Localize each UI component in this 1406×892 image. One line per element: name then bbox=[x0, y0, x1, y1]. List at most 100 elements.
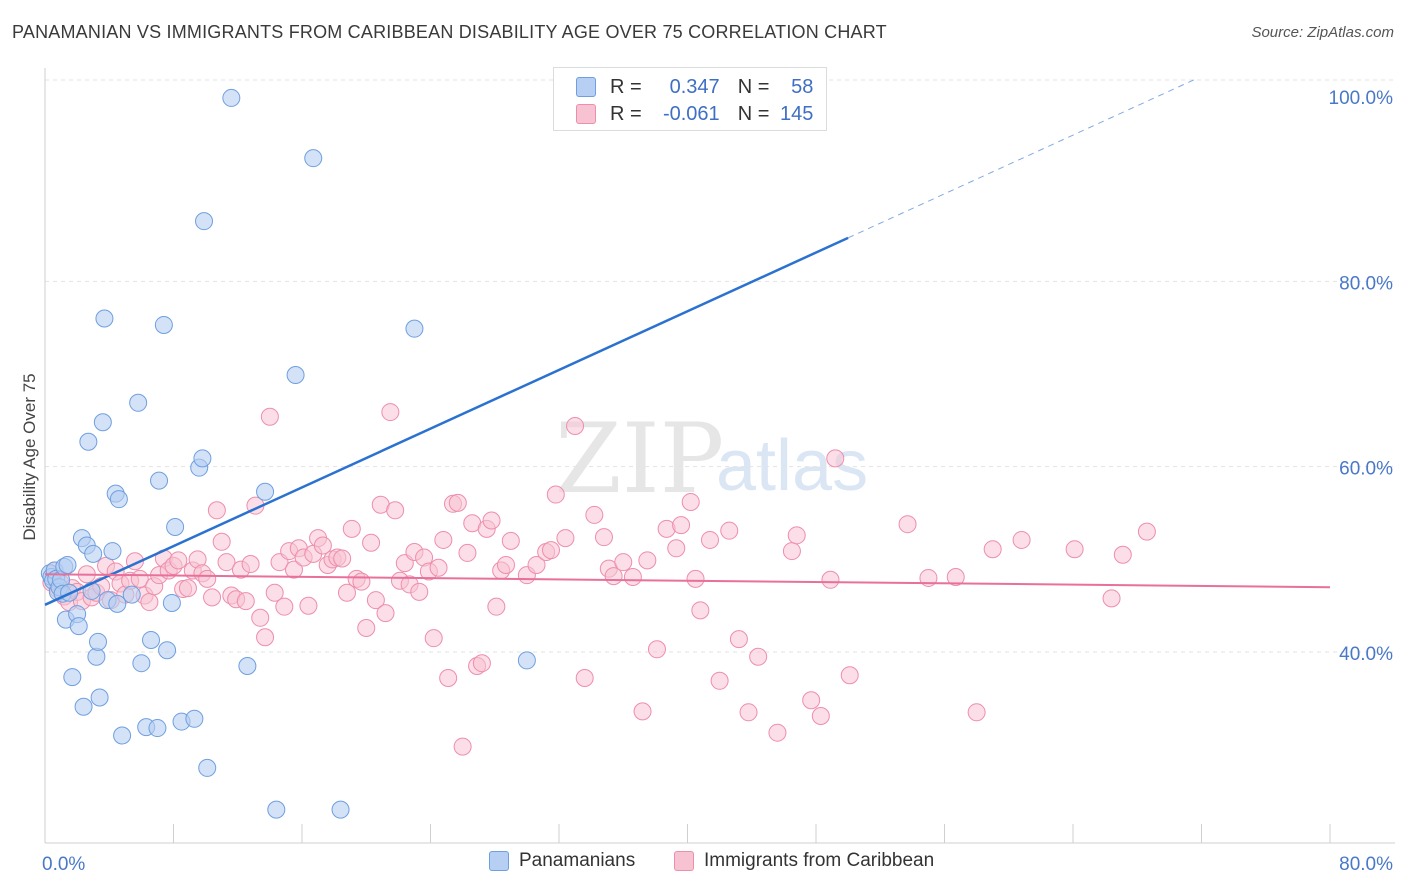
caribbean-point bbox=[260, 407, 279, 426]
panamanian-trend-line bbox=[44, 236, 849, 606]
caribbean-point bbox=[352, 572, 371, 591]
x-tick-labels: 0.0% 80.0% bbox=[42, 854, 1393, 875]
caribbean-point bbox=[207, 501, 226, 520]
y-tick-labels: 40.0% 60.0% 80.0% 100.0% bbox=[1329, 88, 1394, 665]
caribbean-point bbox=[376, 604, 395, 623]
caribbean-point bbox=[362, 533, 381, 552]
caribbean-point bbox=[710, 671, 729, 690]
panamanian-trend-extension bbox=[847, 78, 1198, 239]
caribbean-point bbox=[1113, 545, 1132, 564]
panamanian-point bbox=[69, 617, 88, 636]
caribbean-point bbox=[811, 707, 830, 726]
panamanian-point bbox=[158, 641, 177, 660]
panamanian-point bbox=[132, 654, 151, 673]
panamanian-point bbox=[304, 149, 323, 168]
caribbean-point bbox=[496, 555, 515, 574]
pink-swatch-icon bbox=[576, 104, 596, 124]
panamanian-point bbox=[331, 800, 350, 819]
x-tick-label-min: 0.0% bbox=[42, 854, 85, 875]
caribbean-point bbox=[198, 569, 217, 588]
panamanian-point bbox=[148, 719, 167, 738]
caribbean-point bbox=[768, 723, 787, 742]
legend-r-label: R = bbox=[610, 102, 642, 125]
caribbean-point bbox=[672, 516, 691, 535]
caribbean-point bbox=[623, 568, 642, 587]
panamanian-point bbox=[129, 393, 148, 412]
caribbean-point bbox=[749, 647, 768, 666]
panamanian-point bbox=[405, 319, 424, 338]
caribbean-point bbox=[1012, 530, 1031, 549]
caribbean-point bbox=[1102, 589, 1121, 608]
correlation-legend: R = 0.347 N = 58 R = -0.061 N = 145 bbox=[553, 67, 827, 131]
caribbean-point bbox=[946, 568, 965, 587]
legend-r-value: 0.347 bbox=[669, 75, 720, 98]
caribbean-point bbox=[410, 582, 429, 601]
caribbean-point bbox=[614, 553, 633, 572]
caribbean-point bbox=[256, 628, 275, 647]
caribbean-point bbox=[429, 558, 448, 577]
caribbean-point bbox=[458, 543, 477, 562]
caribbean-point bbox=[594, 528, 613, 547]
blue-square-icon bbox=[489, 851, 509, 871]
caribbean-point bbox=[169, 551, 188, 570]
caribbean-point bbox=[729, 630, 748, 649]
y-tick-label: 60.0% bbox=[1339, 459, 1393, 480]
caribbean-point bbox=[681, 492, 700, 511]
trend-lines bbox=[44, 78, 1331, 606]
panamanian-point bbox=[193, 449, 212, 468]
caribbean-point bbox=[566, 416, 585, 435]
blue-swatch-icon bbox=[576, 77, 596, 97]
caribbean-point bbox=[313, 536, 332, 555]
caribbean-point bbox=[802, 691, 821, 710]
caribbean-point bbox=[357, 618, 376, 637]
panamanian-point bbox=[517, 651, 536, 670]
panamanian-point bbox=[58, 555, 77, 574]
caribbean-point bbox=[667, 539, 686, 558]
panamanian-point bbox=[286, 366, 305, 384]
y-axis-label: Disability Age Over 75 bbox=[20, 373, 39, 540]
caribbean-point bbox=[787, 526, 806, 545]
caribbean-point bbox=[967, 703, 986, 722]
panamanian-point bbox=[150, 471, 169, 490]
panamanian-point bbox=[122, 585, 141, 604]
caribbean-point bbox=[453, 737, 472, 756]
caribbean-point bbox=[633, 702, 652, 721]
caribbean-point bbox=[691, 601, 710, 620]
panamanian-point bbox=[142, 631, 161, 650]
legend-item-immigrants[interactable]: Immigrants from Caribbean bbox=[674, 850, 934, 872]
caribbean-point bbox=[236, 592, 255, 611]
panamanian-point bbox=[198, 758, 217, 777]
caribbean-point bbox=[275, 597, 294, 616]
caribbean-point bbox=[541, 541, 560, 560]
panamanian-point bbox=[162, 593, 181, 612]
caribbean-point bbox=[487, 597, 506, 616]
watermark-atlas: atlas bbox=[716, 426, 868, 506]
panamanian-point bbox=[63, 668, 82, 687]
source-label: Source: ZipAtlas.com bbox=[1251, 24, 1394, 41]
caribbean-trend-line bbox=[44, 573, 1331, 589]
caribbean-point bbox=[501, 531, 520, 550]
legend-n-value: 58 bbox=[791, 75, 814, 98]
caribbean-point bbox=[983, 540, 1002, 559]
y-tick-label: 100.0% bbox=[1329, 88, 1394, 109]
panamanian-point bbox=[195, 212, 214, 231]
caribbean-point bbox=[337, 583, 356, 602]
caribbean-point bbox=[178, 579, 197, 598]
caribbean-point bbox=[424, 629, 443, 648]
caribbean-point bbox=[898, 515, 917, 534]
panamanian-point bbox=[95, 309, 114, 328]
panamanian-point bbox=[74, 697, 93, 716]
caribbean-point bbox=[840, 666, 859, 685]
legend-item-panamanians[interactable]: Panamanians bbox=[489, 850, 635, 872]
pink-square-icon bbox=[674, 851, 694, 871]
panamanian-point bbox=[90, 688, 109, 707]
caribbean-point bbox=[434, 530, 453, 549]
caribbean-point bbox=[472, 654, 491, 673]
series-panamanians bbox=[40, 88, 758, 819]
panamanian-point bbox=[154, 315, 173, 334]
panamanian-point bbox=[238, 656, 257, 675]
caribbean-point bbox=[826, 449, 845, 468]
legend-r-label: R = bbox=[610, 75, 642, 98]
panamanian-point bbox=[89, 632, 108, 651]
